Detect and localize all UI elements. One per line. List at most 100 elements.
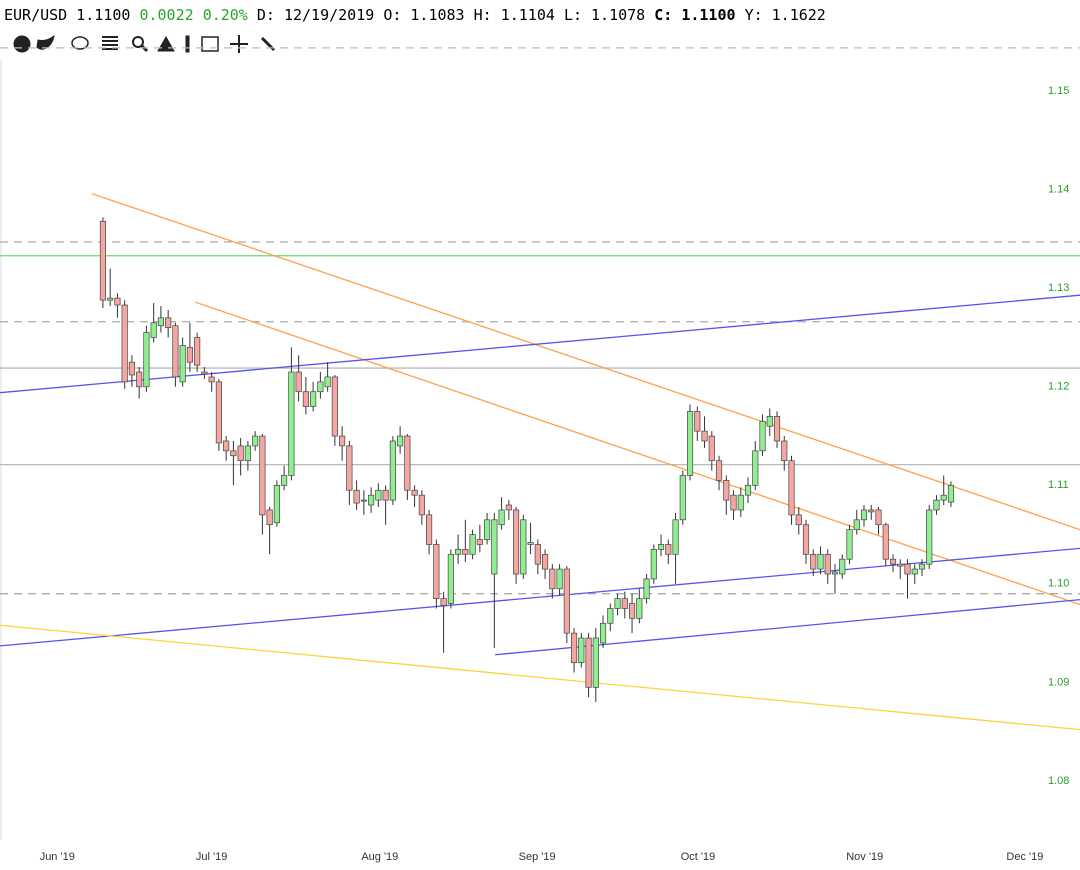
low: 1.1078 [591,6,645,24]
open: 1.1083 [410,6,464,24]
candle-body [744,484,752,496]
y-tick-label: 1.15 [1048,85,1069,97]
candle-body [498,509,505,526]
candle-body [636,598,643,619]
candle-body [824,553,831,575]
candle-body [150,322,157,338]
label: H: [474,6,492,24]
candle-body [288,371,295,476]
candle-body [773,416,781,442]
candle-body [839,558,846,575]
candle-body [933,499,940,511]
candle-body [505,504,512,511]
candle-body [701,430,708,442]
candle-body [114,297,121,306]
candle-body [795,514,802,526]
candle-body [491,519,498,575]
label: C: [654,6,672,24]
candle-body [665,544,672,555]
y-tick-label: 1.08 [1048,775,1069,787]
candle-body [476,539,483,545]
candle-body [99,220,106,301]
candle-body [281,475,288,486]
close: 1.1100 [681,6,735,24]
candle-body [520,519,527,575]
x-tick-label: Dec '19 [1006,851,1043,863]
alert-icon[interactable] [185,35,190,48]
change-pct: 0.20% [203,6,248,24]
candle-body [317,381,324,393]
x-tick-label: Sep '19 [519,851,556,863]
candle-body [469,534,476,555]
candle-body [643,578,650,599]
candle-body [382,489,389,501]
candle-body [143,332,150,388]
candle-body [563,568,570,634]
candle-body [650,549,657,580]
trend-line [0,624,1080,731]
candle-body [926,509,933,565]
candle-body [766,416,773,427]
candle-body [295,371,302,393]
candle-body [911,568,918,575]
candle-body [433,544,440,599]
candle-body [730,494,737,511]
candle-body [904,563,911,575]
candle-body [868,509,875,513]
candle-body [672,519,679,555]
candle-body [179,345,186,383]
candle-body [244,445,251,462]
comment-icon[interactable] [71,36,89,50]
candle-body [694,411,701,432]
candle-body [172,325,179,378]
candle-body [534,544,541,565]
candle-body [621,598,628,609]
candle-body [324,376,331,388]
candle-body [570,632,578,664]
candle-body [208,376,215,383]
candle-body [781,440,788,462]
candle-body [882,524,889,560]
y-tick-label: 1.11 [1048,479,1069,491]
candle-body [230,450,237,457]
x-tick-label: Jul '19 [196,851,227,863]
search-icon[interactable] [132,36,144,48]
calendar-icon[interactable] [201,36,219,52]
last: 1.1100 [76,6,130,24]
candle-body [947,484,955,503]
y-value: 1.1622 [772,6,826,24]
list-icon[interactable] [102,36,118,50]
move-icon[interactable] [230,35,248,53]
candle-body [310,391,317,407]
candle-body [592,637,599,688]
candle-body [607,608,614,624]
x-tick-label: Jun '19 [40,851,75,863]
dashboard-icon[interactable] [13,35,31,53]
candle-body [585,637,592,688]
candle-body [440,598,447,606]
candle-body [657,544,665,550]
candle-body [846,529,853,560]
candle-body [375,489,382,501]
candle-body [194,337,201,366]
candle-body [273,484,280,524]
candle-body [411,489,418,496]
candle-body [556,568,563,590]
candle-body [614,598,621,609]
candle-body [802,524,810,555]
label: L: [564,6,582,24]
y-tick-label: 1.13 [1048,282,1069,294]
candle-body [368,494,375,506]
twitter-icon[interactable] [36,34,55,50]
y-tick-label: 1.14 [1048,184,1069,196]
candle-body [418,494,425,516]
candle-body [165,317,172,329]
candle-body [810,553,817,570]
candle-body [302,391,309,407]
y-tick-label: 1.09 [1048,676,1069,688]
candle-body [860,509,868,521]
candle-body [679,475,686,521]
candle-body [686,411,694,476]
